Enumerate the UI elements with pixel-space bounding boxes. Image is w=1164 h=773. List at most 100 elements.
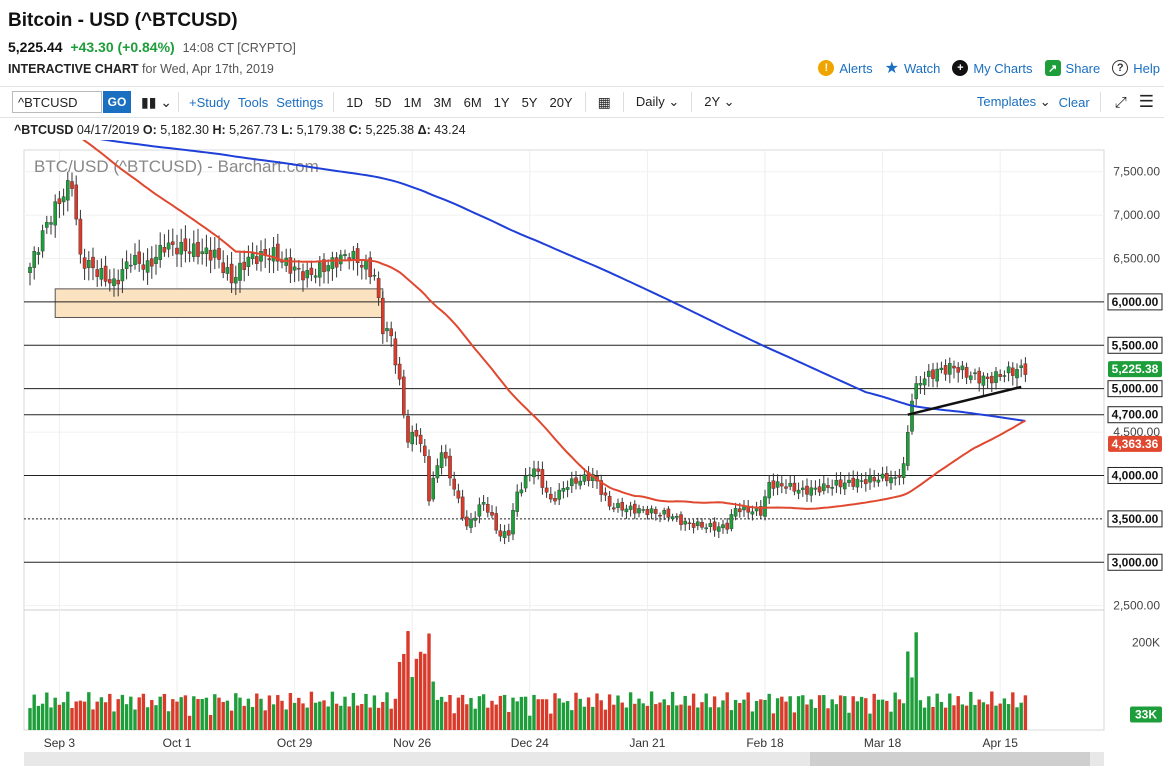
moving-average-long-line	[99, 140, 1026, 422]
volume-bar	[284, 709, 288, 730]
candle-body	[859, 480, 864, 482]
calendar-icon[interactable]: ▦	[597, 93, 611, 110]
share-link[interactable]: ↗ Share	[1044, 58, 1101, 78]
candle-body	[1002, 375, 1007, 377]
y-tick-label: 7,000.00	[1113, 208, 1160, 222]
candle-body	[792, 482, 797, 492]
candle-body	[901, 463, 906, 478]
candle-body	[809, 487, 813, 496]
price-chart[interactable]: Sep 3 Oct 1 Oct 29 Nov 26 Dec 24 Jan 21 Feb 18…	[0, 140, 1164, 750]
interval-dropdown[interactable]: Daily ⌄	[636, 94, 679, 110]
share-label: Share	[1065, 60, 1101, 76]
volume-bar	[691, 693, 696, 730]
volume-bar	[633, 703, 637, 730]
volume-bar	[276, 695, 280, 730]
candle-body	[246, 256, 251, 267]
candle-body	[973, 372, 977, 375]
candle-body	[250, 253, 255, 260]
volume-bar	[423, 653, 427, 730]
candle-body	[603, 492, 608, 496]
volume-bar	[204, 697, 209, 730]
candle-body	[649, 508, 654, 514]
range-6m[interactable]: 6M	[463, 94, 482, 110]
candle-body	[435, 465, 440, 479]
volume-bar	[372, 695, 377, 730]
range-20y[interactable]: 20Y	[549, 94, 573, 110]
candlestick-type-icon[interactable]: ▮▮ ⌄	[141, 93, 173, 110]
candle-body	[276, 243, 280, 262]
candle-body	[578, 480, 582, 486]
help-label: Help	[1133, 60, 1160, 76]
level-label: 5,500.00	[1112, 338, 1159, 352]
candle-body	[385, 328, 389, 332]
candle-body	[267, 258, 272, 261]
volume-bar	[973, 704, 977, 730]
volume-bar	[460, 694, 465, 730]
candle-body	[465, 516, 469, 527]
volume-bar	[586, 697, 591, 730]
volume-bar	[906, 651, 910, 730]
expand-icon[interactable]: ⤢	[1114, 93, 1127, 111]
menu-icon[interactable]: ☰	[1138, 92, 1154, 111]
watch-link[interactable]: ★ Watch	[885, 58, 941, 78]
candle-body	[763, 496, 767, 517]
candle-body	[389, 328, 394, 337]
volume-bar	[901, 703, 906, 730]
candle-body	[599, 480, 603, 495]
alerts-link[interactable]: ! Alerts	[818, 58, 873, 78]
volume-bar	[712, 696, 717, 730]
volume-bar	[616, 695, 620, 730]
chart-scrollbar[interactable]	[24, 752, 1104, 766]
clear-button[interactable]: Clear	[1058, 94, 1090, 110]
study-button[interactable]: +Study	[189, 94, 230, 110]
candle-body	[183, 238, 188, 252]
candle-body	[691, 523, 696, 528]
candle-body	[225, 267, 230, 274]
go-button[interactable]: GO	[103, 91, 131, 113]
volume-bar	[977, 699, 981, 730]
my-charts-link[interactable]: + My Charts	[952, 58, 1033, 78]
candle-body	[637, 508, 641, 514]
candle-body	[624, 508, 629, 513]
volume-bar	[402, 653, 406, 730]
level-label: 4,000.00	[1112, 468, 1159, 482]
range-1d[interactable]: 1D	[346, 94, 363, 110]
candle-body	[196, 242, 200, 257]
volume-bar	[943, 707, 948, 730]
volume-bar	[120, 694, 125, 730]
candle-body	[738, 508, 742, 513]
candle-body	[767, 482, 771, 499]
price-badge	[1108, 361, 1162, 378]
candle-body	[801, 487, 805, 490]
volume-bar	[557, 698, 561, 730]
candle-body	[309, 267, 314, 275]
candle-body	[1011, 367, 1015, 376]
volume-bar	[318, 701, 322, 730]
help-link[interactable]: ? Help	[1112, 58, 1160, 78]
volume-bar	[292, 702, 297, 730]
volume-bar	[511, 697, 515, 730]
symbol-input[interactable]	[12, 91, 102, 113]
ohlc-high-label: H:	[212, 123, 226, 137]
volume-bar	[675, 705, 679, 730]
candle-body	[288, 257, 293, 274]
volume-bar	[855, 701, 860, 730]
range-5d[interactable]: 5D	[374, 94, 392, 110]
candle-body	[233, 277, 238, 284]
scrollbar-thumb[interactable]	[810, 752, 1090, 766]
candle-body	[847, 479, 851, 483]
candle-body	[351, 250, 356, 259]
settings-button[interactable]: Settings	[276, 94, 324, 110]
volume-bar	[1002, 698, 1007, 730]
templates-dropdown[interactable]: Templates ⌄	[977, 94, 1051, 110]
volume-bar	[540, 699, 545, 730]
range-1y[interactable]: 1Y	[493, 94, 510, 110]
period-dropdown[interactable]: 2Y ⌄	[704, 94, 734, 110]
range-5y[interactable]: 5Y	[521, 94, 538, 110]
range-3m[interactable]: 3M	[433, 94, 452, 110]
candle-body	[494, 513, 499, 531]
alerts-label: Alerts	[839, 60, 873, 76]
volume-bar	[351, 692, 356, 730]
tools-button[interactable]: Tools	[237, 94, 269, 110]
range-1m[interactable]: 1M	[403, 94, 422, 110]
